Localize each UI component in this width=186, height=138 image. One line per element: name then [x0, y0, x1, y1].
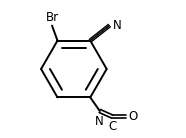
Text: N: N — [113, 19, 122, 32]
Text: O: O — [129, 110, 138, 123]
Text: Br: Br — [45, 11, 59, 24]
Text: C: C — [108, 120, 116, 133]
Text: N: N — [95, 115, 104, 128]
